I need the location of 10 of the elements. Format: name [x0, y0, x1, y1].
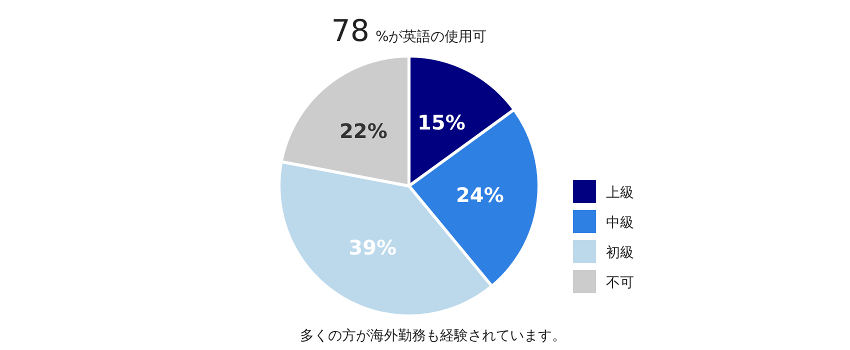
legend-label: 初級: [606, 244, 634, 261]
chart-title: 78 %が英語の使用可: [331, 14, 487, 49]
text: 多くの方が海外勤務も経験されています。: [300, 328, 566, 344]
data-label: 24%: [456, 182, 504, 207]
data-label: 15%: [418, 110, 466, 134]
legend-label: 上級: [606, 184, 634, 201]
data-label: 39%: [348, 236, 397, 260]
legend-label: 不可: [606, 274, 634, 291]
legend-label: 中級: [606, 214, 634, 231]
data-label: 22%: [339, 118, 388, 143]
